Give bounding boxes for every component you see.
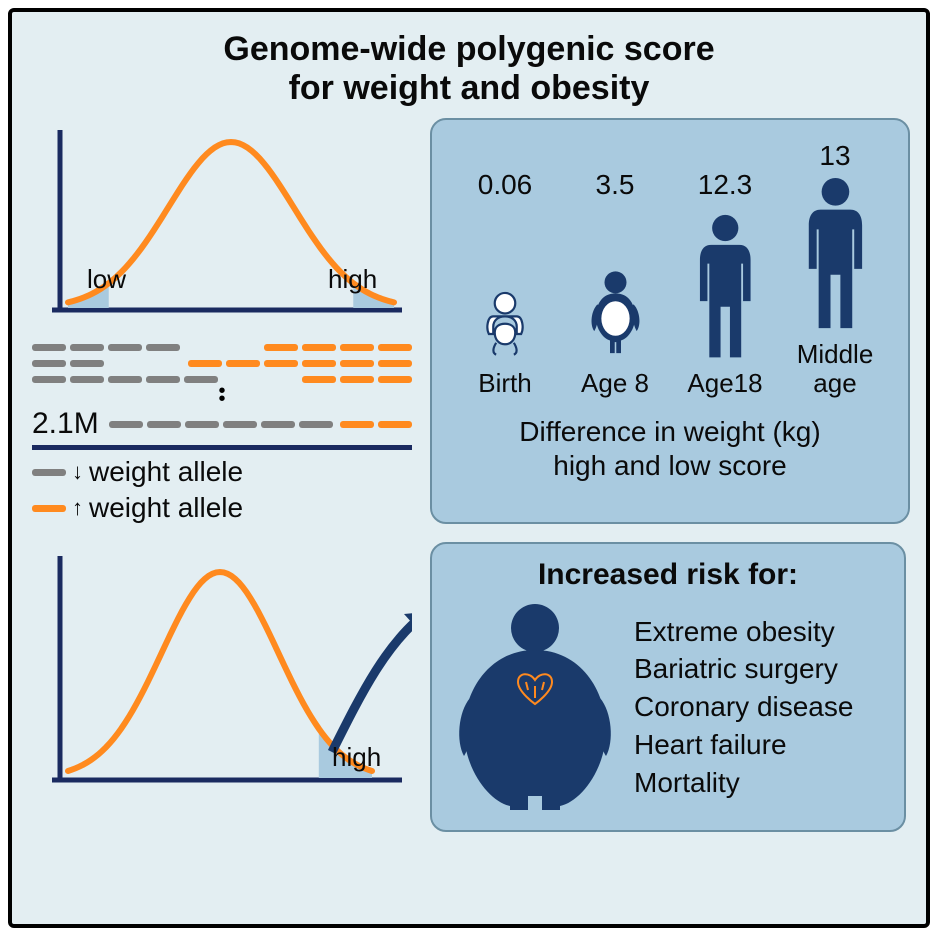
age-label: Middleage [797, 340, 874, 397]
bell-curve-bottom-svg: high [32, 542, 412, 802]
score-distribution-block: low high •• 2.1M ↓ weight allele ↑ weigh… [32, 118, 412, 524]
allele-row [32, 355, 412, 371]
legend-high-allele: ↑ weight allele [32, 492, 412, 524]
title-line2: for weight and obesity [289, 69, 650, 107]
risk-panel: Increased risk for: Extreme obesit [430, 542, 906, 832]
risk-item: Extreme obesity [634, 613, 853, 651]
age-value: 12.3 [698, 169, 753, 201]
adult-icon [684, 203, 767, 363]
svg-text:high: high [332, 742, 381, 772]
age-label: Age18 [687, 369, 762, 398]
legend-orange-dash [32, 505, 66, 512]
allele-count: 2.1M [32, 407, 99, 441]
ages-row: 0.06 Birth3.5 Age 812.3 Age1813 M [450, 140, 890, 397]
infographic-frame: Genome-wide polygenic score for weight a… [8, 8, 930, 928]
vertical-dots-icon: •• [32, 387, 412, 403]
age-col: 3.5 Age 8 [560, 169, 670, 398]
legend-high-text: weight allele [89, 492, 243, 524]
row-bottom: high Increased risk for: [32, 542, 906, 832]
baby-icon [483, 203, 527, 363]
legend-gray-dash [32, 469, 66, 476]
weight-difference-panel: 0.06 Birth3.5 Age 812.3 Age1813 M [430, 118, 910, 524]
age-label: Birth [478, 369, 531, 398]
risk-item: Heart failure [634, 726, 853, 764]
adult-icon [792, 174, 879, 334]
allele-divider [32, 445, 412, 450]
bell-curve-bottom-block: high [32, 542, 412, 832]
obese-person-icon [450, 602, 620, 812]
arrow-up-icon: ↑ [72, 495, 83, 521]
bell-curve-svg: low high [32, 118, 412, 328]
panel-caption: Difference in weight (kg) high and low s… [450, 415, 890, 482]
age-label: Age 8 [581, 369, 649, 398]
allele-row [32, 339, 412, 355]
svg-text:low: low [87, 264, 126, 294]
age-col: 13 Middleage [780, 140, 890, 397]
bell-curve-top: low high [32, 118, 412, 333]
arrow-down-icon: ↓ [72, 459, 83, 485]
age-value: 3.5 [596, 169, 635, 201]
title-line1: Genome-wide polygenic score [223, 30, 714, 68]
age-value: 13 [819, 140, 850, 172]
risk-item: Bariatric surgery [634, 650, 853, 688]
allele-dashes: •• [32, 339, 412, 403]
caption-line1: Difference in weight (kg) [519, 416, 820, 447]
allele-dashes-last [109, 416, 412, 432]
age-col: 0.06 Birth [450, 169, 560, 398]
age-value: 0.06 [478, 169, 533, 201]
legend-low-allele: ↓ weight allele [32, 456, 412, 488]
risk-item: Mortality [634, 764, 853, 802]
age-col: 12.3 Age18 [670, 169, 780, 398]
page-title: Genome-wide polygenic score for weight a… [32, 30, 906, 108]
risk-list: Extreme obesityBariatric surgeryCoronary… [634, 613, 853, 802]
caption-line2: high and low score [553, 450, 786, 481]
allele-row [109, 416, 412, 432]
risk-item: Coronary disease [634, 688, 853, 726]
risk-title: Increased risk for: [450, 558, 886, 592]
legend-low-text: weight allele [89, 456, 243, 488]
child-icon [588, 203, 643, 363]
svg-text:high: high [328, 264, 377, 294]
row-top: low high •• 2.1M ↓ weight allele ↑ weigh… [32, 118, 906, 524]
